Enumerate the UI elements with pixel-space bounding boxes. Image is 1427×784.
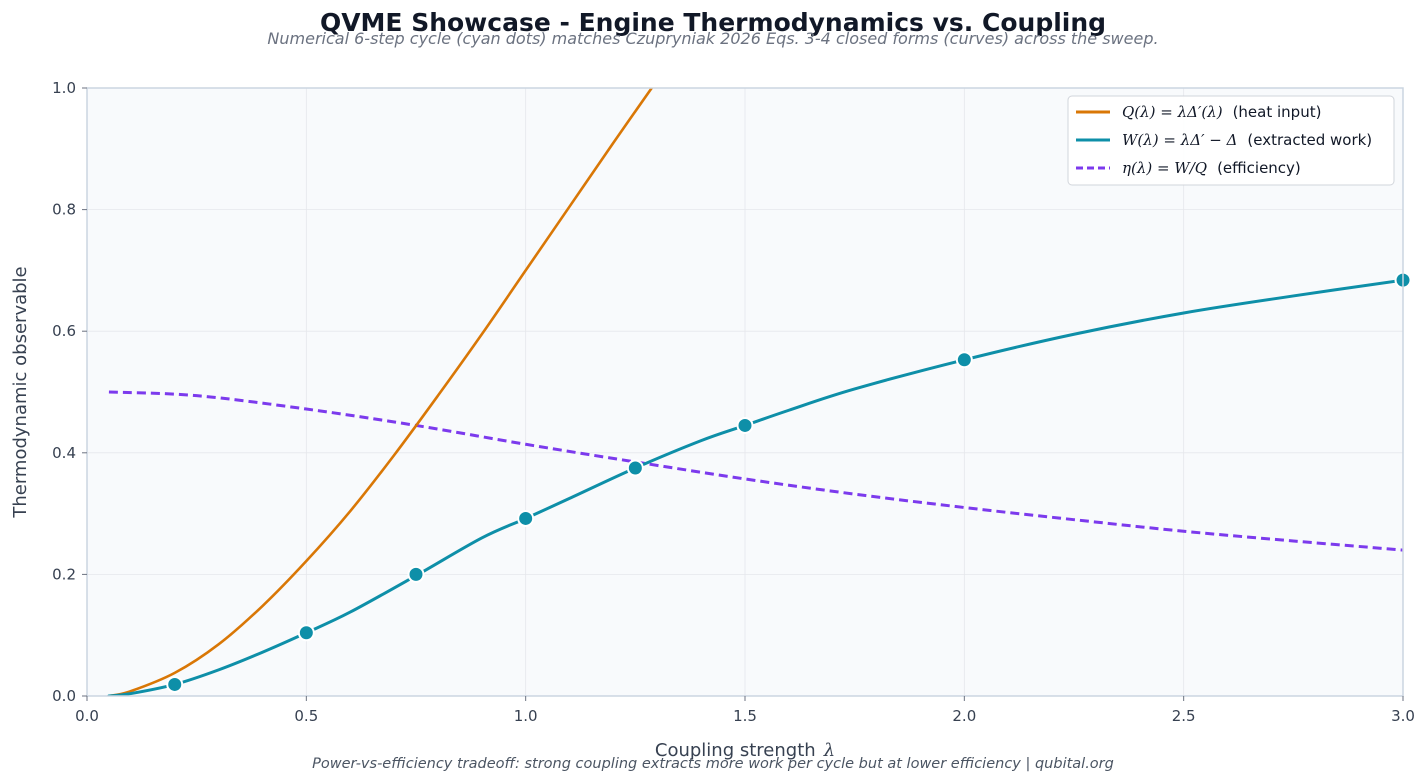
legend-label-eta: η(λ) = W/Q (efficiency) — [1122, 159, 1301, 177]
numerical-point — [955, 351, 973, 369]
y-axis-label: Thermodynamic observable — [10, 266, 31, 518]
numerical-point — [736, 416, 754, 434]
x-tick-label: 2.5 — [1172, 707, 1196, 725]
x-tick-label: 1.0 — [514, 707, 538, 725]
series-line-W — [107, 278, 1403, 696]
legend-label-text: (heat input) — [1233, 103, 1322, 121]
numerical-point — [166, 675, 184, 693]
numerical-points — [166, 271, 1412, 693]
legend-label-W: W(λ) = λΔ′ − Δ (extracted work) — [1122, 131, 1372, 149]
x-axis-label-symbol: λ — [823, 740, 835, 761]
y-tick-label: 1.0 — [52, 79, 76, 97]
chart-subtitle: Numerical 6-step cycle (cyan dots) match… — [267, 29, 1158, 48]
legend-box — [1067, 95, 1395, 186]
y-tick-label: 0.8 — [52, 201, 76, 219]
series-line-eta — [108, 390, 1403, 552]
y-tick-label: 0.0 — [52, 687, 76, 705]
legend-label-Q: Q(λ) = λΔ′(λ) (heat input) — [1122, 103, 1321, 121]
numerical-point — [407, 565, 425, 583]
y-tick-label: 0.2 — [52, 565, 76, 583]
chart-footer: Power-vs-efficiency tradeoff: strong cou… — [312, 756, 1114, 772]
y-tick-label: 0.4 — [52, 444, 76, 462]
legend-label-math: W(λ) = λΔ′ − Δ — [1122, 131, 1237, 149]
x-axis-label: Coupling strength λ — [655, 740, 835, 761]
series-line-Q — [107, 88, 654, 696]
x-tick-label: 0.0 — [75, 707, 99, 725]
x-tick-label: 3.0 — [1391, 707, 1415, 725]
legend-label-text: (extracted work) — [1247, 131, 1372, 149]
x-tick-label: 2.0 — [952, 707, 976, 725]
chart-title: QVME Showcase - Engine Thermodynamics vs… — [320, 8, 1106, 37]
axis-ticks: 0.0 0.5 1.0 1.5 2.0 2.5 3.0 0.0 0.2 0.4 0.6 0.8 1.0 — [52, 79, 1415, 725]
legend-label-math: Q(λ) = λΔ′(λ) — [1122, 103, 1223, 121]
numerical-point — [626, 459, 644, 477]
numerical-point — [297, 624, 315, 642]
series-layer — [107, 88, 1403, 696]
x-tick-label: 0.5 — [294, 707, 318, 725]
legend-label-math: η(λ) = W/Q — [1122, 159, 1207, 177]
numerical-point — [517, 509, 535, 527]
x-axis-label-text: Coupling strength — [655, 740, 816, 761]
legend-label-text: (efficiency) — [1217, 159, 1301, 177]
legend: Q(λ) = λΔ′(λ) (heat input) W(λ) = λΔ′ − Δ (… — [1067, 95, 1395, 186]
y-tick-label: 0.6 — [52, 322, 76, 340]
x-tick-label: 1.5 — [733, 707, 757, 725]
